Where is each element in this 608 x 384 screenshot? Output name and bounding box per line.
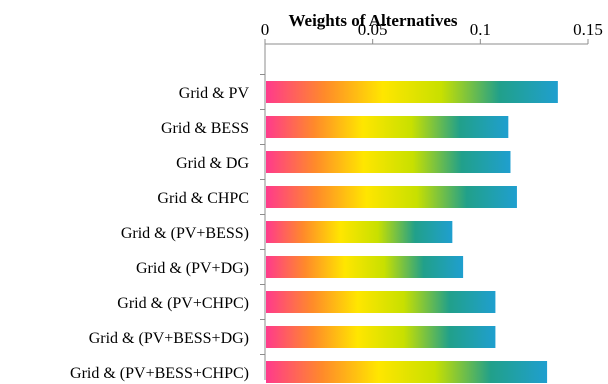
category-labels: Grid & PV Grid & BESS Grid & DG Grid & CHPC…: [70, 85, 249, 382]
category-label: Grid & CHPC: [157, 190, 249, 207]
category-label: Grid & (PV+DG): [136, 260, 249, 277]
x-tick-label: 0.15: [573, 20, 603, 39]
bar: [266, 361, 548, 383]
bars: [266, 81, 558, 383]
category-label: Grid & DG: [176, 155, 249, 172]
bar: [266, 326, 496, 348]
category-label: Grid & (PV+CHPC): [117, 295, 249, 312]
chart-title: Weights of Alternatives: [288, 11, 457, 30]
category-label: Grid & (PV+BESS+DG): [89, 330, 249, 347]
bar: [266, 116, 509, 138]
bar: [266, 81, 558, 103]
bar: [266, 291, 496, 313]
category-label: Grid & (PV+BESS+CHPC): [70, 365, 249, 382]
x-axis: 0 0.05 0.1 0.15: [261, 20, 603, 45]
x-tick-label: 0.05: [358, 20, 388, 39]
y-axis: [260, 44, 266, 380]
x-tick-label: 0: [261, 20, 270, 39]
category-label: Grid & (PV+BESS): [121, 225, 249, 242]
bar: [266, 256, 464, 278]
bar: [266, 221, 453, 243]
bar: [266, 151, 511, 173]
bar: [266, 186, 517, 208]
x-tick-label: 0.1: [470, 20, 491, 39]
category-label: Grid & PV: [179, 85, 250, 102]
category-label: Grid & BESS: [161, 120, 249, 137]
